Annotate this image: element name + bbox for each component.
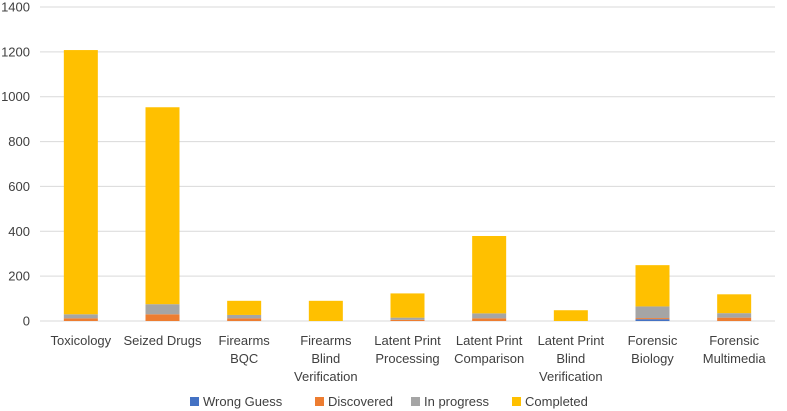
x-tick-label-line: Verification <box>294 369 358 384</box>
y-tick-label: 400 <box>8 224 30 239</box>
legend-label: Wrong Guess <box>203 394 283 409</box>
bar-segment-in-progress <box>145 304 180 315</box>
x-tick-label: Toxicology <box>50 333 111 348</box>
bar-segment-completed <box>717 294 752 314</box>
bar-stack <box>63 50 98 321</box>
x-tick-label-line: Latent Print <box>456 333 523 348</box>
bar-segment-completed <box>472 235 507 314</box>
x-tick-label-line: Firearms <box>300 333 352 348</box>
bar-stack <box>145 107 180 321</box>
bar-stack <box>635 265 670 321</box>
bar-segment-discovered <box>145 314 180 321</box>
bar-segment-completed <box>553 310 588 321</box>
bar-segment-completed <box>227 300 262 315</box>
x-tick-label-line: Firearms <box>219 333 271 348</box>
bar-stack <box>390 293 425 321</box>
y-tick-label: 1400 <box>1 0 30 15</box>
x-tick-label-line: Forensic <box>709 333 759 348</box>
bar-segment-in-progress <box>227 314 262 319</box>
x-tick-label-line: Biology <box>631 351 674 366</box>
y-axis: 0 200 400 600 800 1000 1200 1400 <box>1 0 775 329</box>
bar-segment-in-progress <box>390 317 425 320</box>
x-tick-label-line: Comparison <box>454 351 524 366</box>
legend-item: Discovered <box>315 394 393 409</box>
legend-item: In progress <box>411 394 490 409</box>
x-tick-label: Seized Drugs <box>123 333 202 348</box>
legend-swatch <box>315 397 324 406</box>
x-tick-label: Firearms Blind Verification <box>294 333 358 384</box>
legend-swatch <box>512 397 521 406</box>
legend-swatch <box>411 397 420 406</box>
x-tick-label-line: Blind <box>311 351 340 366</box>
bar-segment-discovered <box>227 318 262 321</box>
x-tick-label-line: Blind <box>556 351 585 366</box>
x-tick-label-line: Toxicology <box>50 333 111 348</box>
x-tick-label-line: Multimedia <box>703 351 767 366</box>
bar-segment-completed <box>390 293 425 318</box>
legend-label: Discovered <box>328 394 393 409</box>
bar-stack <box>717 294 752 321</box>
bar-segment-in-progress <box>717 313 752 318</box>
bar-segment-in-progress <box>472 313 507 319</box>
x-tick-label: Firearms BQC <box>219 333 271 366</box>
x-tick-label-line: Latent Print <box>538 333 605 348</box>
y-tick-label: 0 <box>23 314 30 329</box>
y-tick-label: 1200 <box>1 44 30 59</box>
bar-stack <box>308 300 343 321</box>
bar-stack <box>472 235 507 321</box>
y-tick-label: 600 <box>8 179 30 194</box>
x-tick-label: Latent Print Processing <box>374 333 441 366</box>
bar-segment-wrong-guess <box>635 319 670 321</box>
bar-segment-discovered <box>63 318 98 321</box>
bar-segment-discovered <box>390 319 425 321</box>
legend-label: In progress <box>424 394 490 409</box>
x-tick-label: Forensic Biology <box>628 333 678 366</box>
legend-swatch <box>190 397 199 406</box>
bar-segment-in-progress <box>63 314 98 319</box>
bar-segment-completed <box>308 300 343 321</box>
bar-segment-discovered <box>717 317 752 321</box>
x-tick-label: Forensic Multimedia <box>703 333 767 366</box>
y-tick-label: 1000 <box>1 89 30 104</box>
bars <box>63 50 752 321</box>
bar-segment-completed <box>635 265 670 307</box>
x-tick-label-line: BQC <box>230 351 258 366</box>
x-axis: Toxicology Seized Drugs FirearmsBQCFirearm… <box>50 333 766 384</box>
x-tick-label-line: Forensic <box>628 333 678 348</box>
x-tick-label: Latent Print Comparison <box>454 333 524 366</box>
bar-segment-completed <box>145 107 180 305</box>
legend-label: Completed <box>525 394 588 409</box>
legend-item: Completed <box>512 394 588 409</box>
bar-segment-discovered <box>472 318 507 321</box>
bar-segment-discovered <box>635 318 670 320</box>
x-tick-label: Latent Print Blind Verification <box>538 333 605 384</box>
bar-stack <box>553 310 588 321</box>
x-tick-label-line: Verification <box>539 369 603 384</box>
legend-item: Wrong Guess <box>190 394 283 409</box>
legend: Wrong Guess Discovered In progress Complete… <box>190 394 588 409</box>
bar-segment-completed <box>63 50 98 315</box>
bar-segment-in-progress <box>635 306 670 319</box>
bar-stack <box>227 300 262 321</box>
x-tick-label-line: Processing <box>375 351 439 366</box>
x-tick-label-line: Latent Print <box>374 333 441 348</box>
y-tick-label: 200 <box>8 269 30 284</box>
x-tick-label-line: Seized Drugs <box>123 333 202 348</box>
y-tick-label: 800 <box>8 134 30 149</box>
